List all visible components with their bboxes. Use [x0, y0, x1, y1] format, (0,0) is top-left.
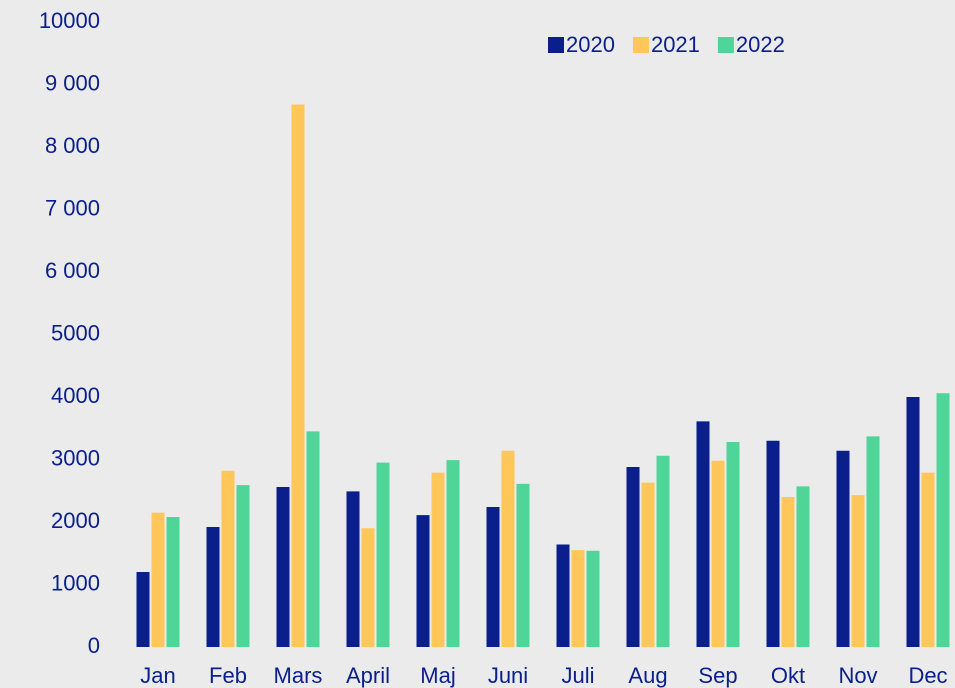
- y-tick-label: 3000: [51, 445, 100, 470]
- bar: [166, 517, 180, 647]
- bar: [306, 431, 320, 647]
- bar: [501, 450, 515, 647]
- bar: [361, 528, 375, 647]
- x-tick-label: Sep: [698, 663, 737, 688]
- y-tick-label: 7 000: [45, 195, 100, 220]
- bar: [586, 550, 600, 647]
- bar: [346, 491, 360, 647]
- bar: [696, 421, 710, 647]
- bar: [376, 462, 390, 647]
- bar: [431, 472, 445, 647]
- legend-label: 2021: [651, 32, 700, 57]
- y-tick-label: 1000: [51, 570, 100, 595]
- bar: [711, 460, 725, 647]
- bar: [291, 104, 305, 647]
- legend-label: 2020: [566, 32, 615, 57]
- x-tick-label: Aug: [628, 663, 667, 688]
- y-tick-label: 8 000: [45, 133, 100, 158]
- bar: [206, 527, 220, 647]
- bar: [416, 515, 430, 647]
- bar: [921, 472, 935, 647]
- x-tick-label: Feb: [209, 663, 247, 688]
- x-tick-label: Juni: [488, 663, 528, 688]
- bar: [136, 572, 150, 647]
- x-tick-label: Nov: [838, 663, 877, 688]
- x-tick-label: Okt: [771, 663, 805, 688]
- bar: [866, 436, 880, 647]
- y-tick-label: 2000: [51, 508, 100, 533]
- legend-swatch: [717, 37, 734, 53]
- bar: [446, 460, 460, 647]
- x-tick-label: Jan: [140, 663, 175, 688]
- bar: [906, 397, 920, 647]
- bar: [486, 507, 500, 647]
- x-tick-label: April: [346, 663, 390, 688]
- bar: [836, 450, 850, 647]
- y-tick-label: 5000: [51, 320, 100, 345]
- bar: [221, 470, 235, 647]
- bar: [641, 482, 655, 647]
- bar: [151, 512, 165, 647]
- y-tick-label: 6 000: [45, 258, 100, 283]
- bar: [656, 455, 670, 647]
- bar: [556, 544, 570, 647]
- bar: [781, 497, 795, 647]
- y-tick-label: 10000: [39, 8, 100, 33]
- legend-swatch: [548, 37, 564, 53]
- bar: [516, 483, 530, 647]
- x-tick-label: Maj: [420, 663, 455, 688]
- bar: [236, 485, 250, 647]
- bar: [796, 486, 810, 647]
- x-tick-label: Dec: [908, 663, 947, 688]
- bar: [726, 442, 740, 647]
- bar: [766, 440, 780, 647]
- bar: [936, 393, 950, 647]
- legend-label: 2022: [736, 32, 785, 57]
- bar: [626, 467, 640, 647]
- x-tick-label: Mars: [274, 663, 323, 688]
- bar: [276, 487, 290, 647]
- x-tick-label: Juli: [561, 663, 594, 688]
- legend-swatch: [632, 37, 649, 53]
- bar: [571, 550, 585, 647]
- y-tick-label: 0: [88, 633, 100, 658]
- bar: [851, 495, 865, 647]
- y-tick-label: 9 000: [45, 70, 100, 95]
- y-tick-label: 4000: [51, 383, 100, 408]
